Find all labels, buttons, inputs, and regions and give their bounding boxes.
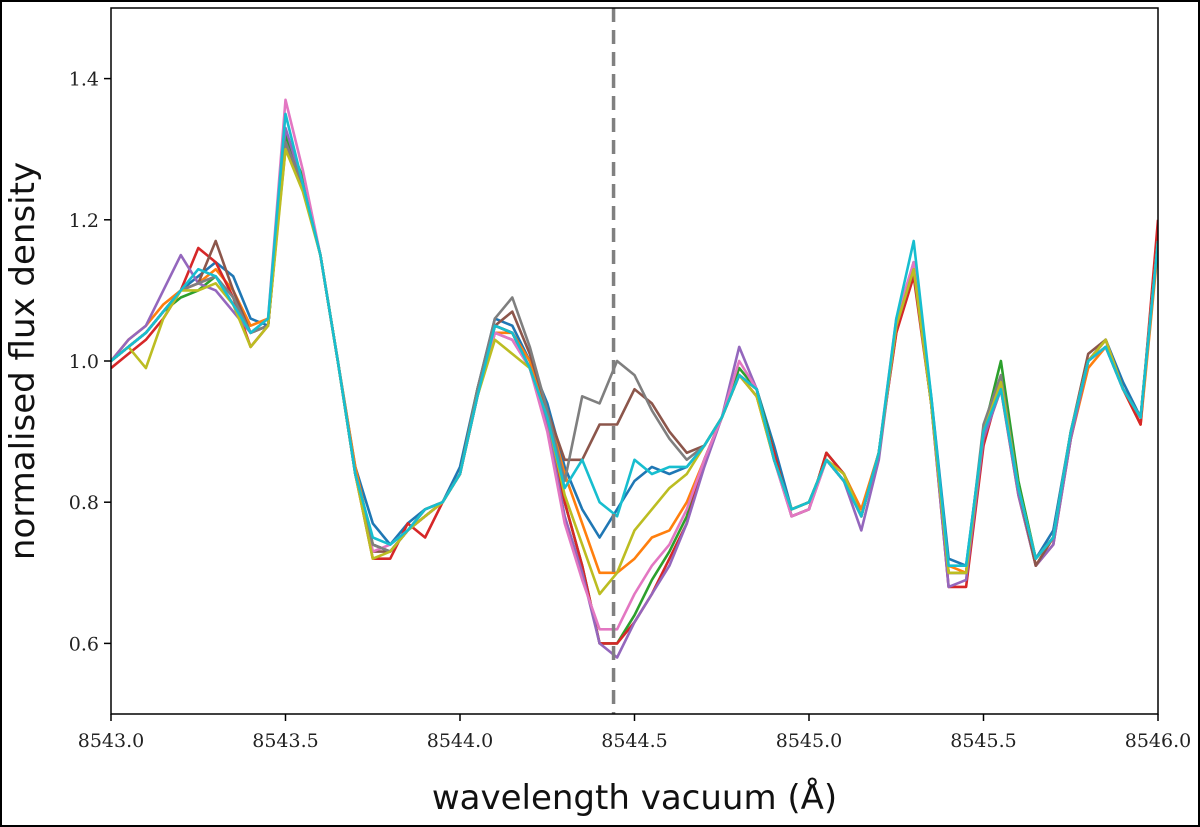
y-tick-label: 1.0 — [69, 351, 99, 373]
y-tick-label: 1.4 — [69, 69, 99, 91]
x-tick-label: 8543.5 — [252, 730, 318, 752]
x-tick-label: 8545.5 — [950, 730, 1016, 752]
spectrum-series-8 — [111, 140, 1158, 575]
y-tick-label: 0.6 — [69, 633, 99, 655]
x-tick-label: 8544.5 — [601, 730, 667, 752]
spectrum-series-1 — [111, 133, 1158, 568]
spectrum-series-9 — [111, 147, 1158, 596]
x-axis-label: wavelength vacuum (Å) — [432, 777, 837, 818]
y-axis-ticks: 0.6 0.8 1.0 1.2 1.4 — [69, 69, 111, 655]
series-layer — [111, 98, 1158, 659]
y-tick-label: 1.2 — [69, 210, 99, 232]
spectrum-series-6 — [111, 140, 1158, 575]
x-tick-label: 8544.0 — [427, 730, 493, 752]
y-axis-label: normalised flux density — [3, 162, 43, 560]
x-tick-label: 8546.0 — [1125, 730, 1191, 752]
x-tick-label: 8545.0 — [776, 730, 842, 752]
y-tick-label: 0.8 — [69, 492, 99, 514]
spectrum-series-10 — [111, 112, 1158, 568]
x-axis-ticks: 8543.0 8543.5 8544.0 8544.5 8545.0 8545.5 8546… — [78, 714, 1191, 752]
x-tick-label: 8543.0 — [78, 730, 144, 752]
